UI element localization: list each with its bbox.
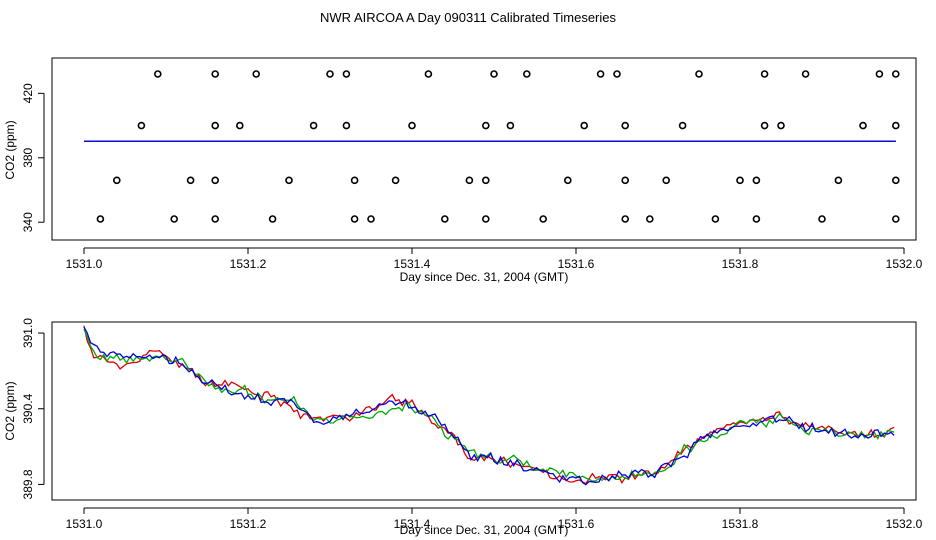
calibration-point — [539, 215, 548, 223]
calibration-points — [96, 70, 900, 223]
top-x-tick-label: 1531.4 — [394, 257, 431, 271]
top-x-tick-label: 1531.0 — [66, 257, 103, 271]
bottom-x-tick-label: 1531.8 — [722, 517, 759, 531]
calibration-point — [465, 176, 474, 185]
calibration-point — [834, 176, 843, 185]
bottom-x-tick-label: 1531.4 — [394, 517, 431, 531]
calibration-point — [350, 176, 359, 185]
calibration-point — [342, 70, 351, 78]
calibration-point — [596, 70, 605, 78]
bottom-x-tick-label: 1532.0 — [886, 517, 923, 531]
calibration-point — [711, 215, 720, 223]
panel-bottom-line: 1531.0 1531.2 1531.4 1531.6 1531.8 1532.0 389… — [3, 318, 923, 537]
calibration-point — [440, 215, 449, 223]
calibration-point — [408, 121, 416, 130]
y-axis-top: 340 380 420 — [21, 83, 45, 232]
calibration-point — [481, 121, 490, 130]
bottom-x-tick-label: 1531.6 — [558, 517, 595, 531]
calibration-point — [211, 70, 219, 78]
calibration-point — [621, 176, 630, 185]
calibration-point — [695, 70, 703, 78]
calibration-point — [818, 215, 826, 223]
y-axis-title-top: CO2 (ppm) — [3, 120, 17, 179]
calibration-point — [96, 215, 105, 223]
calibration-point — [350, 215, 359, 223]
calibration-point — [662, 176, 671, 185]
top-x-tick-label: 1531.2 — [230, 257, 267, 271]
calibration-point — [268, 215, 277, 223]
calibration-point — [252, 70, 261, 78]
calibration-point — [326, 70, 334, 78]
calibration-point — [211, 176, 219, 185]
calibration-point — [859, 121, 867, 130]
bottom-y-tick-label: 391.0 — [21, 318, 35, 348]
calibration-point — [186, 176, 195, 185]
top-y-tick-label: 340 — [21, 212, 35, 232]
calibration-point — [137, 121, 146, 130]
x-axis-title-top: Day since Dec. 31, 2004 (GMT) — [400, 270, 569, 284]
calibration-point — [736, 176, 744, 185]
top-x-tick-label: 1531.6 — [558, 257, 595, 271]
x-axis-title-bottom: Day since Dec. 31, 2004 (GMT) — [400, 523, 569, 537]
calibration-point — [367, 215, 375, 223]
calibration-point — [391, 176, 400, 185]
calibration-point — [236, 121, 244, 130]
bottom-y-tick-label: 389.8 — [21, 469, 35, 499]
x-axis-bottom: 1531.0 1531.2 1531.4 1531.6 1531.8 1532.0 — [66, 507, 923, 531]
calibration-point — [777, 121, 785, 130]
y-axis-bottom: 389.8 390.4 391.0 — [21, 318, 45, 499]
series-red-bottom — [83, 325, 895, 485]
calibration-point — [678, 121, 687, 130]
calibration-point — [891, 215, 900, 223]
calibration-point — [891, 121, 900, 130]
calibration-point — [621, 215, 630, 223]
calibration-point — [760, 70, 769, 78]
calibration-point — [621, 121, 630, 130]
calibration-point — [506, 121, 515, 130]
panel-top-scatter: 1531.0 1531.2 1531.4 1531.6 1531.8 1532.0 340… — [3, 57, 923, 284]
x-axis-top: 1531.0 1531.2 1531.4 1531.6 1531.8 1532.0 — [66, 247, 923, 271]
calibration-point — [891, 70, 900, 78]
plot-frame-top — [51, 57, 917, 241]
calibration-point — [613, 70, 621, 78]
calibration-point — [170, 215, 178, 223]
co2-series-bottom — [83, 325, 895, 486]
top-y-tick-label: 420 — [21, 83, 35, 103]
calibration-point — [309, 121, 318, 130]
calibration-point — [752, 215, 761, 223]
calibration-point — [211, 215, 219, 223]
calibration-point — [211, 121, 219, 130]
calibration-point — [285, 176, 293, 185]
top-x-tick-label: 1531.8 — [722, 257, 759, 271]
calibration-point — [752, 176, 761, 185]
y-axis-title-bottom: CO2 (ppm) — [3, 381, 17, 440]
bottom-y-tick-label: 390.4 — [21, 393, 35, 423]
calibration-point — [424, 70, 433, 78]
calibration-point — [113, 176, 121, 185]
plot-frame-bottom — [51, 321, 917, 501]
calibration-point — [154, 70, 162, 78]
calibration-point — [481, 215, 490, 223]
calibration-point — [801, 70, 810, 78]
top-x-tick-label: 1532.0 — [886, 257, 923, 271]
series-blue-bottom — [83, 326, 895, 486]
series-green-bottom — [83, 328, 895, 482]
calibration-point — [580, 121, 589, 130]
bottom-x-tick-label: 1531.0 — [66, 517, 103, 531]
bottom-x-tick-label: 1531.2 — [230, 517, 267, 531]
calibration-point — [342, 121, 351, 130]
figure-title: NWR AIRCOA A Day 090311 Calibrated Times… — [320, 10, 616, 25]
calibration-point — [760, 121, 769, 130]
calibration-point — [645, 215, 654, 223]
calibration-point — [481, 176, 490, 185]
calibration-point — [891, 176, 900, 185]
calibration-point — [522, 70, 531, 78]
top-y-tick-label: 380 — [21, 147, 35, 167]
calibration-point — [875, 70, 884, 78]
calibration-point — [490, 70, 498, 78]
calibration-point — [563, 176, 572, 185]
